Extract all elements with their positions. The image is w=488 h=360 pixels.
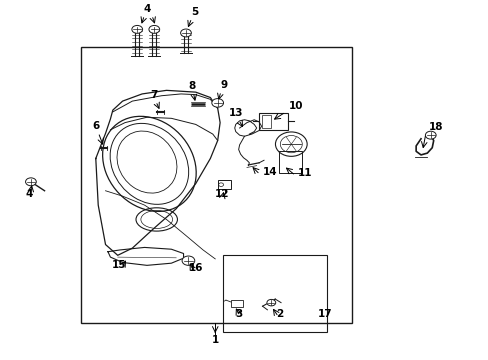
Text: 17: 17: [317, 309, 331, 319]
Text: 18: 18: [427, 122, 442, 132]
Text: 10: 10: [288, 101, 302, 111]
Text: 7: 7: [150, 90, 158, 100]
Text: 3: 3: [235, 309, 242, 319]
Text: 15: 15: [111, 260, 126, 270]
Text: 13: 13: [228, 108, 243, 118]
Bar: [230, 300, 243, 307]
Bar: [262, 115, 270, 128]
Text: 14: 14: [263, 167, 277, 177]
Circle shape: [25, 178, 36, 186]
Bar: [259, 113, 288, 130]
Circle shape: [132, 26, 142, 33]
Text: 12: 12: [215, 189, 229, 199]
Circle shape: [149, 26, 159, 33]
Text: 11: 11: [298, 168, 312, 178]
Text: 4: 4: [25, 189, 33, 199]
Text: 2: 2: [275, 309, 283, 319]
Circle shape: [211, 99, 223, 107]
Bar: [222, 255, 327, 332]
Text: 16: 16: [188, 263, 203, 273]
Text: 1: 1: [211, 335, 219, 345]
Circle shape: [266, 300, 275, 306]
Text: 4: 4: [143, 4, 150, 14]
Circle shape: [180, 29, 191, 37]
Text: 8: 8: [188, 81, 196, 91]
Text: 5: 5: [191, 7, 198, 17]
Bar: [278, 151, 302, 173]
Circle shape: [182, 256, 194, 265]
Bar: [217, 180, 231, 189]
Text: 6: 6: [92, 121, 99, 131]
Circle shape: [425, 131, 435, 139]
Text: 9: 9: [220, 80, 227, 90]
Bar: [81, 47, 351, 323]
